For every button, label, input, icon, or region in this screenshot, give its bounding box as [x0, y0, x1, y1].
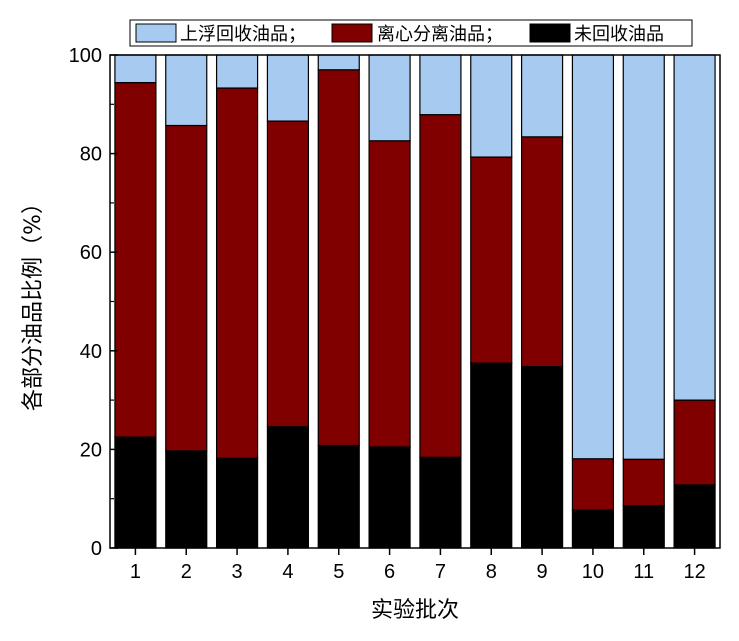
- bar-segment-8-2: [470, 54, 513, 158]
- bar-segment-10-0: [571, 509, 615, 549]
- legend-swatch-unrecovered-oil: [529, 23, 571, 43]
- bar-segment-4-0: [266, 426, 310, 549]
- bar-segment-5-2: [317, 54, 360, 71]
- bar-segment-8-0: [470, 362, 513, 549]
- y-tick-label-100: 100: [69, 45, 102, 67]
- x-axis: 1 2 3 4 5 6 7 8 9 10 11 12: [130, 548, 706, 583]
- y-tick-label-0: 0: [91, 538, 102, 560]
- bar-segment-1-1: [114, 82, 157, 438]
- bar-segment-6-0: [368, 446, 411, 549]
- legend-label-floating-oil: 上浮回收油品；: [180, 24, 306, 45]
- legend-box: [129, 19, 693, 47]
- y-tick-label-40: 40: [80, 341, 102, 363]
- y-tick-label-80: 80: [80, 144, 102, 166]
- bar-segment-9-2: [520, 54, 564, 138]
- x-tick-label-5: 5: [333, 561, 344, 583]
- bar-segment-12-2: [673, 54, 716, 401]
- legend-swatch-centrifuge-oil: [331, 23, 373, 43]
- x-tick-label-7: 7: [435, 561, 446, 583]
- bar-segment-9-1: [520, 136, 564, 368]
- bar-segment-11-0: [622, 505, 665, 549]
- y-tick-label-60: 60: [80, 242, 102, 264]
- bar-segment-4-1: [266, 120, 310, 428]
- bar-segment-5-1: [317, 69, 360, 447]
- legend-label-unrecovered-oil: 未回收油品: [574, 24, 664, 45]
- x-tick-label-1: 1: [130, 561, 141, 583]
- legend: 上浮回收油品； 离心分离油品； 未回收油品: [129, 19, 693, 47]
- bar-segment-6-2: [368, 54, 411, 142]
- x-axis-title: 实验批次: [371, 598, 459, 623]
- bar-segment-4-2: [266, 54, 310, 122]
- y-tick-label-20: 20: [80, 439, 102, 461]
- x-tick-label-3: 3: [232, 561, 243, 583]
- legend-swatch-floating-oil: [135, 23, 177, 43]
- bar-segment-3-2: [215, 54, 259, 89]
- bar-segment-6-1: [368, 140, 411, 448]
- bar-segment-7-2: [419, 54, 462, 116]
- bar-segment-10-2: [571, 54, 615, 460]
- x-tick-label-9: 9: [537, 561, 548, 583]
- bar-segment-10-1: [571, 458, 615, 511]
- bar-segment-1-0: [114, 436, 157, 549]
- x-tick-label-12: 12: [683, 561, 705, 583]
- bar-segment-7-0: [419, 456, 462, 549]
- x-tick-label-11: 11: [633, 561, 654, 583]
- bar-segment-1-2: [114, 54, 157, 84]
- x-tick-label-10: 10: [582, 561, 604, 583]
- x-tick-label-2: 2: [181, 561, 192, 583]
- legend-label-centrifuge-oil: 离心分离油品；: [377, 24, 503, 45]
- x-tick-label-4: 4: [282, 561, 293, 583]
- bar-segment-11-1: [622, 458, 665, 507]
- bar-segment-12-1: [673, 399, 716, 486]
- bar-segment-7-1: [419, 114, 462, 458]
- bar-segment-3-0: [215, 457, 259, 549]
- bar-segment-2-1: [165, 124, 208, 452]
- bar-segment-9-0: [520, 365, 564, 549]
- bar-segment-2-0: [165, 450, 208, 549]
- bar-segment-2-2: [165, 54, 208, 127]
- bar-segment-5-0: [317, 444, 360, 549]
- bar-segment-11-2: [622, 54, 665, 460]
- y-axis-title: 各部分油品比例（%）: [21, 192, 46, 411]
- x-tick-label-8: 8: [486, 561, 497, 583]
- y-axis: 0 20 40 60 80 100: [69, 45, 118, 560]
- bar-segment-3-1: [215, 87, 259, 459]
- bar-segment-8-1: [470, 156, 513, 364]
- bar-segment-12-0: [673, 484, 716, 549]
- bars-layer: [114, 54, 716, 549]
- x-tick-label-6: 6: [384, 561, 395, 583]
